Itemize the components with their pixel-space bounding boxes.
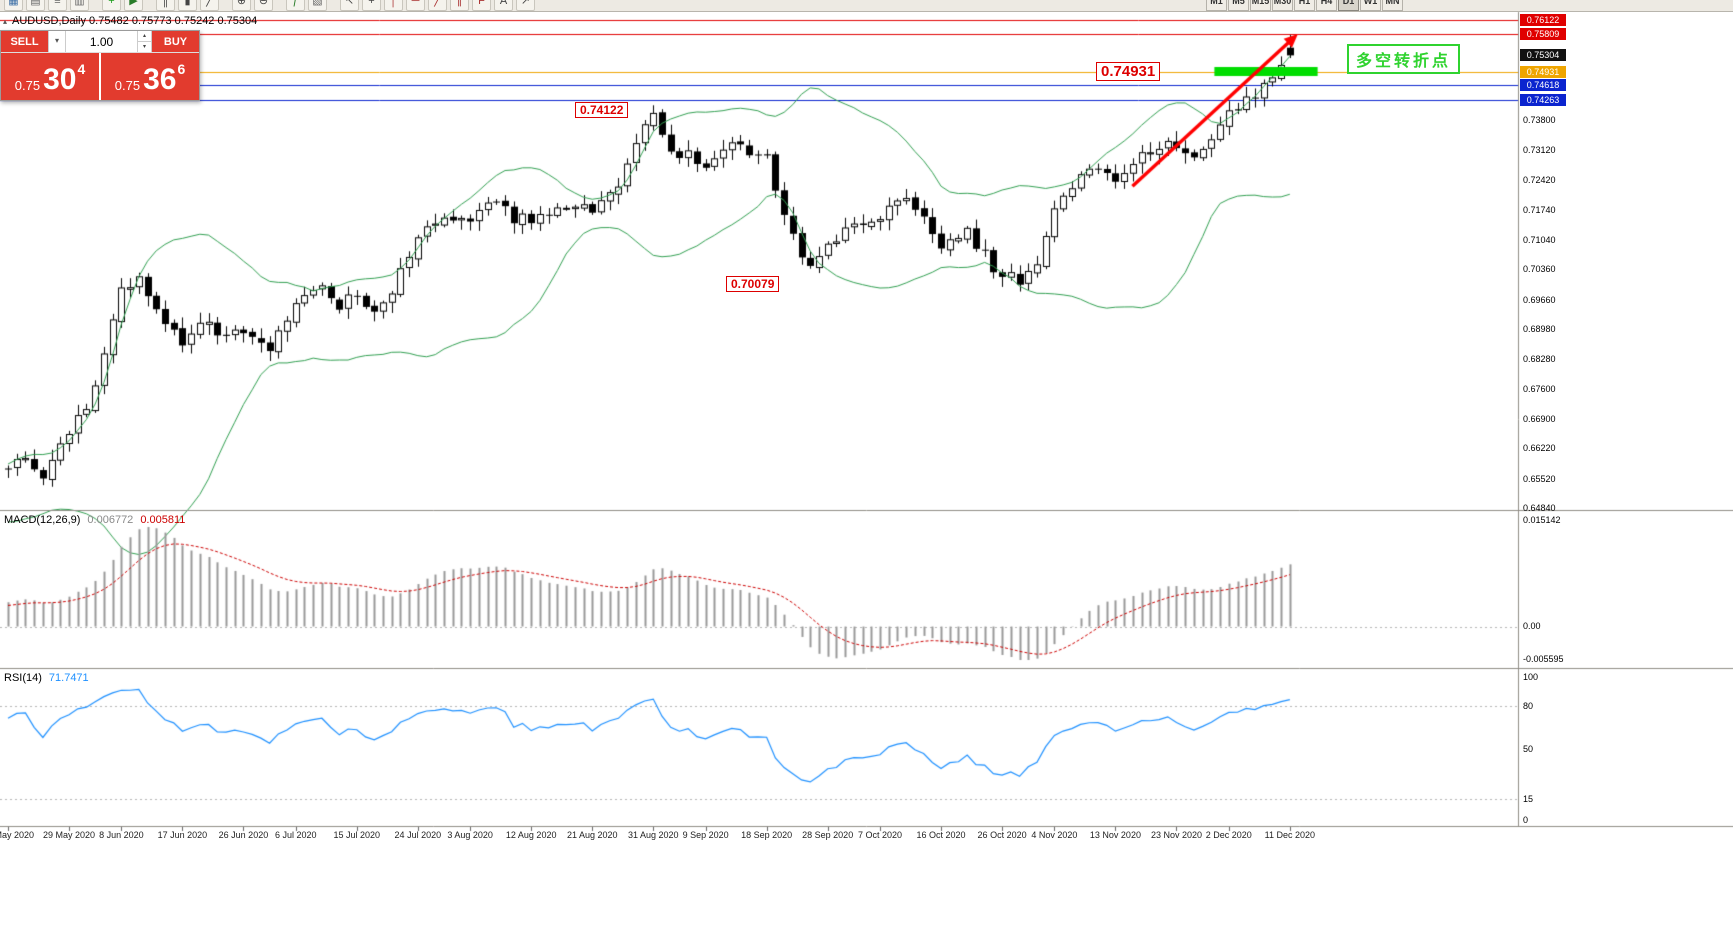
sell-price-pips: 30 <box>43 63 77 97</box>
timeframe-mn-button[interactable]: MN <box>1382 0 1403 11</box>
toolbar-separator <box>330 0 337 11</box>
turning-point-annotation[interactable]: 多空转折点 <box>1347 44 1461 74</box>
vertical-line-icon[interactable]: │ <box>384 0 403 11</box>
timeframe-bar: M1 M5 M15 M30 H1 H4 D1 W1 MN <box>1206 0 1403 11</box>
new-chart-icon[interactable]: ▦ <box>4 0 23 11</box>
trendline-icon[interactable]: ╱ <box>428 0 447 11</box>
rsi-indicator-header: RSI(14) 71.7471 <box>4 672 89 684</box>
sell-price-point: 4 <box>77 61 86 77</box>
timeframe-h4-button[interactable]: H4 <box>1316 0 1337 11</box>
macd-indicator-header: MACD(12,26,9) 0.006772 0.005811 <box>4 514 185 526</box>
timeframe-m5-button[interactable]: M5 <box>1228 0 1249 11</box>
order-mode-dropdown[interactable]: ▾ <box>48 31 66 52</box>
toolbar-separator <box>92 0 99 11</box>
timeframe-h1-button[interactable]: H1 <box>1294 0 1315 11</box>
zoom-out-icon[interactable]: ⊖ <box>254 0 273 11</box>
buy-price-pips: 36 <box>143 63 177 97</box>
one-click-toggle-icon[interactable]: ▴ <box>3 16 8 26</box>
toolbar-separator <box>146 0 153 11</box>
macd-label: MACD(12,26,9) <box>4 514 81 526</box>
text-label-icon[interactable]: A <box>494 0 513 11</box>
chart-info-line: ▴ AUDUSD,Daily 0.75482 0.75773 0.75242 0… <box>3 15 257 27</box>
fibonacci-icon[interactable]: F <box>472 0 491 11</box>
horizontal-line-icon[interactable]: ─ <box>406 0 425 11</box>
equidistant-channel-icon[interactable]: ∥ <box>450 0 469 11</box>
templates-icon[interactable]: ▧ <box>308 0 327 11</box>
toolbar-icons: ▦ ▤ ≡ ▥ + ▶ ║ ▮ ╱ ⊕ ⊖ ƒ ▧ ↖ + │ ─ ╱ ∥ F A ↗ <box>4 0 535 11</box>
toolbar-separator <box>276 0 283 11</box>
crosshair-icon[interactable]: + <box>362 0 381 11</box>
buy-button[interactable]: BUY <box>152 31 199 52</box>
macd-main-value: 0.006772 <box>87 514 134 526</box>
indicators-icon[interactable]: ƒ <box>286 0 305 11</box>
market-watch-icon[interactable]: ≡ <box>48 0 67 11</box>
price-annotation-74122[interactable]: 0.74122 <box>575 102 629 118</box>
volume-decrease-button[interactable]: ▾ <box>142 44 146 50</box>
volume-increase-button[interactable]: ▴ <box>138 31 151 42</box>
toolbar: ▦ ▤ ≡ ▥ + ▶ ║ ▮ ╱ ⊕ ⊖ ƒ ▧ ↖ + │ ─ ╱ ∥ F A ↗ M1 M5 M15 M30 H1 H4 D1 W… <box>0 0 1733 12</box>
cursor-icon[interactable]: ↖ <box>340 0 359 11</box>
chevron-down-icon: ▾ <box>54 36 59 45</box>
chart-profiles-icon[interactable]: ▤ <box>26 0 45 11</box>
timeframe-m1-button[interactable]: M1 <box>1206 0 1227 11</box>
trade-panel-top-row: SELL ▾ 1.00 ▴ ▾ BUY <box>1 31 199 53</box>
toolbar-separator <box>222 0 229 11</box>
trade-panel-price-row: 0.75 30 4 0.75 36 6 <box>1 53 199 100</box>
volume-stepper: ▴ ▾ <box>137 31 152 52</box>
timeframe-m15-button[interactable]: M15 <box>1250 0 1271 11</box>
rsi-label: RSI(14) <box>4 672 42 684</box>
chart-ohlc-text: AUDUSD,Daily 0.75482 0.75773 0.75242 0.7… <box>12 15 258 27</box>
buy-price-point: 6 <box>177 61 186 77</box>
bar-chart-icon[interactable]: ║ <box>156 0 175 11</box>
zoom-in-icon[interactable]: ⊕ <box>232 0 251 11</box>
price-annotation-70079[interactable]: 0.70079 <box>726 276 780 292</box>
buy-price-base: 0.75 <box>114 77 141 93</box>
timeframe-d1-button[interactable]: D1 <box>1338 0 1359 11</box>
arrow-object-icon[interactable]: ↗ <box>516 0 535 11</box>
candlestick-chart-icon[interactable]: ▮ <box>178 0 197 11</box>
navigator-icon[interactable]: ▥ <box>70 0 89 11</box>
sell-price-base: 0.75 <box>14 77 41 93</box>
volume-input[interactable]: 1.00 <box>89 35 114 49</box>
new-order-icon[interactable]: + <box>102 0 121 11</box>
volume-field: 1.00 ▴ ▾ <box>66 31 152 52</box>
timeframe-w1-button[interactable]: W1 <box>1360 0 1381 11</box>
buy-price-button[interactable]: 0.75 36 6 <box>101 53 199 100</box>
line-chart-icon[interactable]: ╱ <box>200 0 219 11</box>
sell-price-button[interactable]: 0.75 30 4 <box>1 53 99 100</box>
price-annotation-74931[interactable]: 0.74931 <box>1096 62 1161 81</box>
sell-button[interactable]: SELL <box>1 31 48 52</box>
autotrading-icon[interactable]: ▶ <box>124 0 143 11</box>
one-click-trading-panel: SELL ▾ 1.00 ▴ ▾ BUY 0.75 30 4 0.75 36 6 <box>0 30 200 101</box>
rsi-value: 71.7471 <box>48 672 89 684</box>
macd-signal-value: 0.005811 <box>140 514 186 526</box>
timeframe-m30-button[interactable]: M30 <box>1272 0 1293 11</box>
